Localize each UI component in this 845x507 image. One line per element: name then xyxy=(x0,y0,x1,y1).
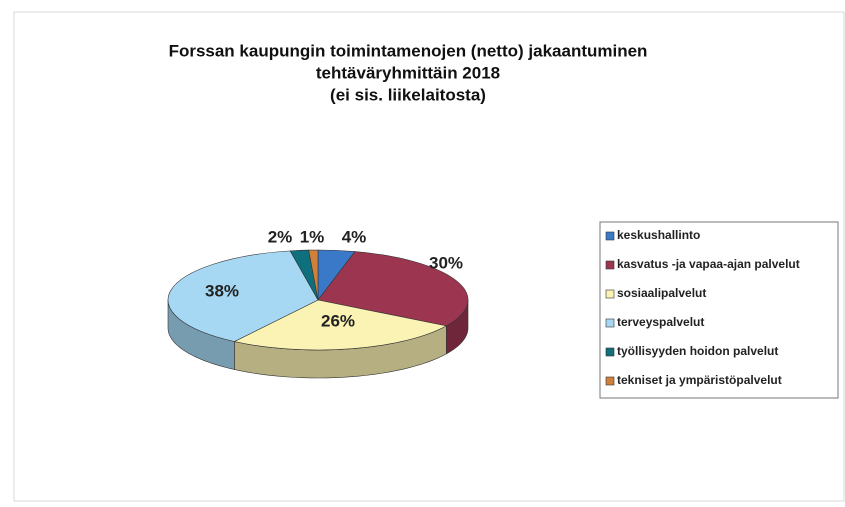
legend-label: terveyspalvelut xyxy=(617,315,704,329)
data-label: 1% xyxy=(300,227,325,246)
legend-label: tekniset ja ympäristöpalvelut xyxy=(617,373,782,387)
data-label: 30% xyxy=(429,253,463,272)
data-label: 2% xyxy=(268,227,293,246)
legend-label: keskushallinto xyxy=(617,228,700,242)
data-label: 26% xyxy=(321,311,355,330)
chart-title: tehtäväryhmittäin 2018 xyxy=(316,63,500,82)
slice xyxy=(167,250,319,342)
legend-swatch xyxy=(605,376,615,386)
chart-title: Forssan kaupungin toimintamenojen (netto… xyxy=(169,41,648,60)
legend-swatch xyxy=(605,318,615,328)
legend-label: työllisyyden hoidon palvelut xyxy=(617,344,778,358)
slice xyxy=(308,249,319,301)
legend-swatch xyxy=(605,260,615,270)
slice xyxy=(233,299,448,351)
legend-swatch xyxy=(605,347,615,357)
legend-label: kasvatus -ja vapaa-ajan palvelut xyxy=(617,257,800,271)
chart-title: (ei sis. liikelaitosta) xyxy=(330,85,486,104)
legend-swatch xyxy=(605,231,615,241)
legend-swatch xyxy=(605,289,615,299)
legend-box xyxy=(599,221,839,399)
data-label: 4% xyxy=(342,227,367,246)
legend-label: sosiaalipalvelut xyxy=(617,286,706,300)
data-label: 38% xyxy=(205,281,239,300)
